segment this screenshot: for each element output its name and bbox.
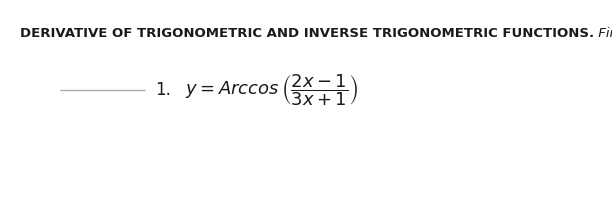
Text: Find dy/dx,: Find dy/dx, xyxy=(594,27,612,40)
Text: $\mathit{y} = \mathit{Arccos}\,\left(\dfrac{2x-1}{3x+1}\right)$: $\mathit{y} = \mathit{Arccos}\,\left(\df… xyxy=(185,72,359,108)
Text: 1.: 1. xyxy=(155,81,171,99)
Text: DERIVATIVE OF TRIGONOMETRIC AND INVERSE TRIGONOMETRIC FUNCTIONS.: DERIVATIVE OF TRIGONOMETRIC AND INVERSE … xyxy=(20,27,594,40)
